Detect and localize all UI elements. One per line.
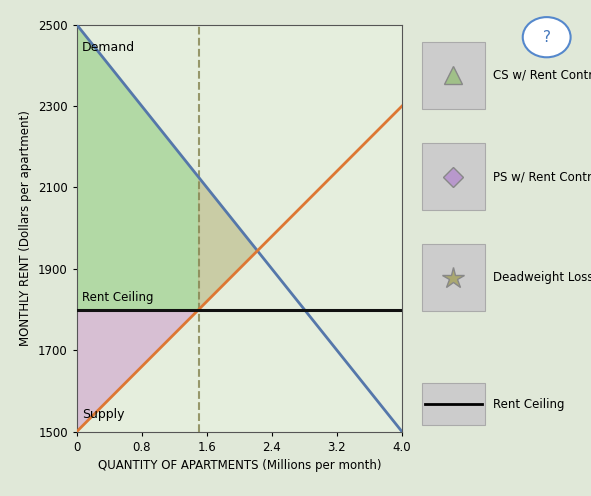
FancyBboxPatch shape <box>422 42 485 109</box>
Text: Deadweight Loss: Deadweight Loss <box>493 271 591 284</box>
FancyBboxPatch shape <box>422 143 485 210</box>
Text: Rent Ceiling: Rent Ceiling <box>82 291 153 304</box>
X-axis label: QUANTITY OF APARTMENTS (Millions per month): QUANTITY OF APARTMENTS (Millions per mon… <box>98 459 381 472</box>
Y-axis label: MONTHLY RENT (Dollars per apartment): MONTHLY RENT (Dollars per apartment) <box>20 110 33 346</box>
Polygon shape <box>199 177 258 310</box>
Circle shape <box>522 17 570 58</box>
Text: Supply: Supply <box>82 408 124 421</box>
Text: CS w/ Rent Control: CS w/ Rent Control <box>493 69 591 82</box>
Text: PS w/ Rent Control: PS w/ Rent Control <box>493 170 591 183</box>
Text: ?: ? <box>543 30 551 45</box>
FancyBboxPatch shape <box>422 244 485 311</box>
Text: Rent Ceiling: Rent Ceiling <box>493 398 564 411</box>
FancyBboxPatch shape <box>422 383 485 425</box>
Polygon shape <box>77 25 199 310</box>
Polygon shape <box>77 310 199 432</box>
Text: Demand: Demand <box>82 41 135 54</box>
